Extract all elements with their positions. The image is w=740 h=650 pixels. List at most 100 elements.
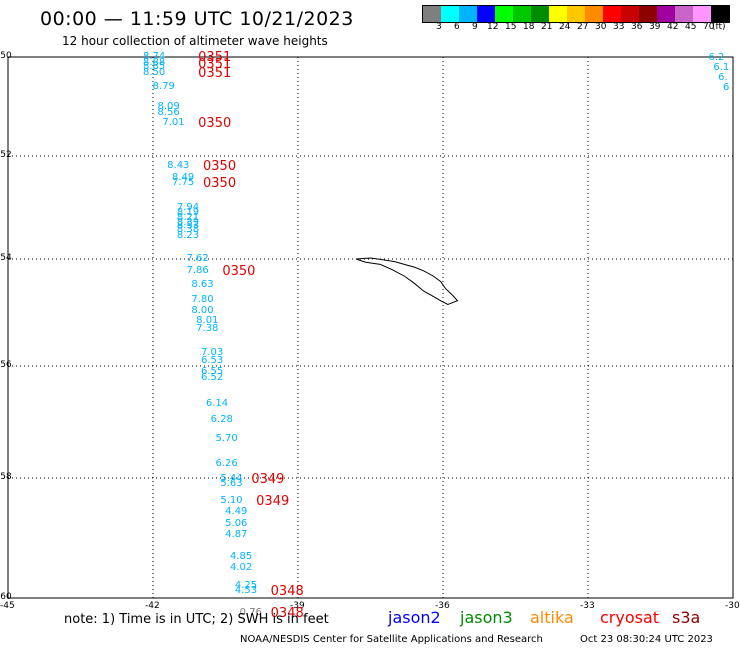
scale-label: 21 [541, 22, 553, 32]
observation-time: 0350 [198, 115, 232, 131]
scale-label: 24 [559, 22, 571, 32]
wave-height-value: 8.00 [191, 304, 214, 316]
wave-height-value: 4.49 [225, 506, 248, 518]
longitude-label: -30 [725, 601, 740, 611]
scale-label: 39 [649, 22, 661, 32]
satellite-altika: altika [530, 608, 574, 627]
wave-height-value: 0.76 [239, 607, 262, 618]
wave-height-value: 6.14 [205, 398, 229, 410]
wave-height-value: 8.09 [157, 100, 180, 112]
wave-height-value: 6.26 [215, 458, 238, 469]
longitude-label: -36 [435, 601, 450, 611]
wave-height-value: 7.86 [186, 264, 209, 276]
wave-height-map [7, 56, 734, 599]
wave-height-value: 8.39 [176, 216, 200, 228]
wave-height-value: 5.63 [220, 478, 243, 489]
scale-label: 15 [505, 22, 517, 32]
observation-time: 0348 [270, 583, 304, 599]
latitude-label: -56 [0, 360, 12, 370]
wave-height-value: 6.1 [713, 61, 730, 73]
wave-height-value: 8.43 [167, 160, 190, 172]
map-frame [7, 56, 734, 599]
scale-swatch [567, 6, 585, 22]
map-title: 00:00 — 11:59 UTC 10/21/2023 [40, 8, 354, 30]
latitude-label: -58 [0, 472, 12, 482]
wave-height-value: 6 [723, 81, 730, 93]
latitude-label: -54 [0, 253, 12, 263]
wave-height-value: 8.38 [176, 224, 200, 236]
wave-height-value: 5.10 [220, 494, 243, 506]
wave-height-value: 8.74 [143, 51, 166, 62]
wave-height-value: 8.63 [191, 278, 214, 290]
longitude-label: -45 [0, 601, 15, 611]
scale-label: 36 [631, 22, 643, 32]
scale-label: (ft) [712, 22, 726, 32]
color-scale-legend [422, 5, 730, 23]
wave-height-value: 8.88 [143, 56, 166, 68]
scale-swatch [495, 6, 513, 22]
scale-swatch [621, 6, 639, 22]
wave-height-value: 4.02 [230, 562, 253, 573]
wave-height-value: 8.01 [196, 314, 219, 326]
scale-label: 6 [454, 22, 460, 32]
wave-height-value: 8.23 [176, 229, 200, 241]
observation-time: 0351 [198, 65, 232, 81]
satellite-jason2: jason2 [388, 608, 441, 627]
scale-swatch [585, 6, 603, 22]
satellite-jason3: jason3 [460, 608, 513, 627]
latitude-label: -52 [0, 150, 12, 160]
longitude-label: -42 [145, 601, 160, 611]
wave-height-value: 7.03 [201, 346, 224, 358]
scale-swatch [693, 6, 711, 22]
scale-label: 33 [613, 22, 625, 32]
wave-height-value: 7.75 [172, 177, 195, 189]
scale-label: 70 [703, 22, 715, 32]
wave-height-value: 5.44 [220, 473, 243, 485]
observation-time: 0350 [203, 159, 237, 175]
wave-height-value: 4.53 [234, 584, 258, 596]
scale-swatch [657, 6, 675, 22]
wave-height-value: 6.28 [210, 414, 233, 426]
wave-height-value: 4.25 [234, 580, 258, 591]
observation-time: 0350 [222, 263, 256, 279]
wave-height-value: 4.87 [225, 529, 248, 540]
wave-height-value: 8.85 [143, 60, 166, 72]
south-georgia-coastline [355, 257, 459, 306]
wave-height-value: 7.62 [186, 253, 209, 264]
scale-swatch [603, 6, 621, 22]
scale-swatch [639, 6, 657, 22]
latitude-label: -60 [0, 592, 12, 602]
scale-label: 18 [523, 22, 535, 32]
wave-height-value: 8.53 [176, 220, 200, 232]
scale-label: 45 [685, 22, 697, 32]
wave-height-value: 7.01 [162, 116, 185, 128]
scale-label: 12 [487, 22, 499, 32]
map-subtitle: 12 hour collection of altimeter wave hei… [62, 34, 328, 48]
scale-swatch [477, 6, 495, 22]
wave-height-value: 7.80 [191, 294, 214, 306]
observation-time: 0348 [270, 606, 304, 621]
wave-height-value: 5.06 [225, 518, 248, 530]
wave-height-value: 6. [718, 71, 728, 83]
wave-height-value: 6.53 [201, 354, 224, 366]
wave-height-value: 6.2 [708, 51, 725, 63]
wave-height-value: 5.70 [215, 432, 238, 444]
scale-swatch [441, 6, 459, 22]
observation-time: 0351 [198, 57, 232, 73]
credit-text: NOAA/NESDIS Center for Satellite Applica… [240, 634, 543, 645]
scale-swatch [513, 6, 531, 22]
scale-label: 9 [472, 22, 478, 32]
scale-swatch [549, 6, 567, 22]
latitude-label: -50 [0, 51, 12, 61]
wave-height-value: 8.50 [143, 66, 166, 78]
scale-swatch [531, 6, 549, 22]
scale-swatch [459, 6, 477, 22]
satellite-cryosat: cryosat [600, 608, 660, 627]
wave-height-value: 6.55 [201, 365, 224, 377]
wave-height-value: 6.52 [201, 372, 224, 384]
scale-swatch [423, 6, 441, 22]
wave-height-value: 8.79 [152, 80, 175, 92]
scale-swatch [711, 6, 729, 22]
wave-height-value: 8.21 [176, 211, 200, 223]
wave-height-value: 8.49 [172, 172, 195, 184]
